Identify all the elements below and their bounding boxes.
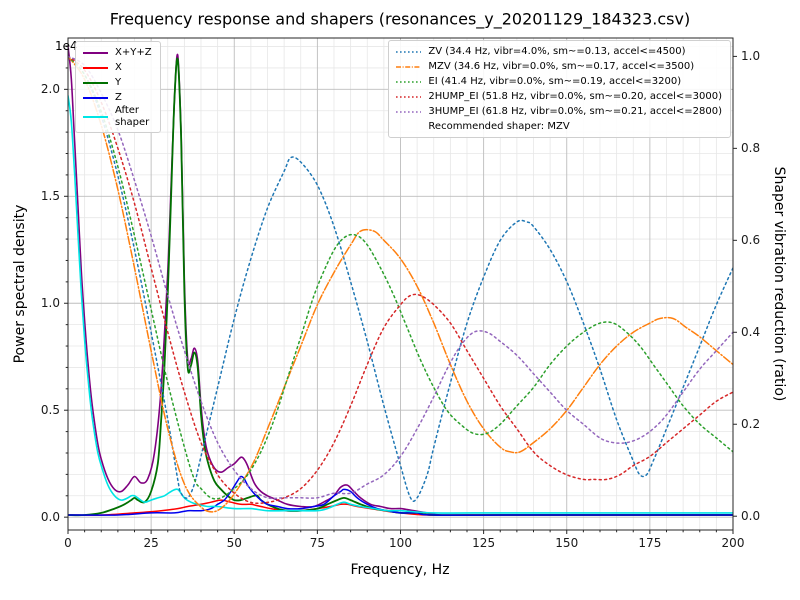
y-left-tick-label: 1.0	[40, 296, 60, 311]
legend-swatch	[83, 51, 108, 54]
legend-item-label: ZV (34.4 Hz, vibr=4.0%, sm~=0.13, accel<…	[428, 45, 686, 57]
shaper-legend: ZV (34.4 Hz, vibr=4.0%, sm~=0.13, accel<…	[388, 40, 731, 138]
legend-swatch	[83, 66, 108, 69]
legend-item-label: 2HUMP_EI (51.8 Hz, vibr=0.0%, sm~=0.20, …	[428, 90, 722, 102]
y-right-tick-label: 0.0	[741, 509, 761, 524]
x-tick-label: 150	[555, 536, 579, 550]
y-right-tick-label: 0.6	[741, 233, 761, 248]
tick-marks	[64, 46, 737, 534]
legend-swatch	[396, 65, 422, 68]
series-EI	[68, 55, 733, 500]
x-tick-label: 125	[472, 536, 496, 550]
legend-item: 3HUMP_EI (61.8 Hz, vibr=0.0%, sm~=0.21, …	[395, 104, 722, 119]
x-tick-label: 50	[226, 536, 242, 550]
y-left-tick-label: 0.0	[40, 510, 60, 525]
legend-item-label: EI (41.4 Hz, vibr=0.0%, sm~=0.19, accel<…	[428, 75, 682, 87]
series-X+Y+Z	[68, 45, 733, 516]
x-tick-label: 200	[721, 536, 745, 550]
legend-item: 2HUMP_EI (51.8 Hz, vibr=0.0%, sm~=0.20, …	[395, 89, 722, 104]
legend-swatch	[396, 110, 422, 113]
x-tick-label: 100	[389, 536, 412, 550]
y-axis-label-right: Shaper vibration reduction (ratio)	[771, 166, 787, 402]
y-right-tick-label: 0.8	[741, 141, 761, 156]
x-tick-label: 175	[638, 536, 662, 550]
legend-item: X+Y+Z	[82, 45, 152, 60]
legend-item: X	[82, 60, 152, 75]
series-Y	[68, 57, 733, 517]
y-axis-label-left: Power spectral density	[12, 204, 28, 364]
legend-item-label: Z	[115, 91, 122, 103]
y-left-tick-label: 2.0	[40, 82, 60, 97]
legend-item-label: MZV (34.6 Hz, vibr=0.0%, sm~=0.17, accel…	[428, 60, 695, 72]
series-3HUMP_EI	[68, 55, 733, 500]
legend-item: Z	[82, 90, 152, 105]
y-right-tick-label: 0.4	[741, 325, 761, 340]
legend-item-label: After shaper	[115, 105, 150, 128]
y-right-tick-label: 1.0	[741, 49, 761, 64]
legend-swatch	[396, 80, 422, 83]
legend-item: Recommended shaper: MZV	[395, 119, 722, 134]
x-tick-label: 75	[309, 536, 326, 550]
legend-item-label: Recommended shaper: MZV	[428, 120, 570, 132]
series-2HUMP_EI	[68, 55, 733, 505]
legend-swatch	[396, 50, 422, 53]
legend-item-label: X	[115, 61, 122, 73]
legend-item: EI (41.4 Hz, vibr=0.0%, sm~=0.19, accel<…	[395, 74, 722, 89]
legend-item: MZV (34.6 Hz, vibr=0.0%, sm~=0.17, accel…	[395, 59, 722, 74]
legend-swatch	[396, 95, 422, 98]
legend-item: ZV (34.4 Hz, vibr=4.0%, sm~=0.13, accel<…	[395, 44, 722, 59]
legend-item-label: X+Y+Z	[115, 46, 152, 58]
legend-swatch	[83, 81, 108, 84]
series-MZV	[68, 55, 733, 513]
legend-item: After shaper	[82, 105, 152, 129]
y-left-tick-label: 1.5	[40, 189, 60, 204]
x-tick-label: 0	[64, 536, 72, 550]
series-ZV	[68, 55, 733, 502]
legend-item-label: Y	[115, 76, 122, 88]
legend-item: Y	[82, 75, 152, 90]
y-left-tick-label: 0.5	[40, 403, 60, 418]
x-axis-label: Frequency, Hz	[350, 562, 450, 578]
y-axis-multiplier: 1e4	[55, 39, 78, 53]
y-right-tick-label: 0.2	[741, 417, 761, 432]
legend-swatch	[83, 116, 108, 118]
psd-legend: X+Y+Z X Y Z After shaper	[75, 41, 161, 133]
legend-swatch	[83, 96, 108, 99]
x-tick-label: 25	[143, 536, 159, 550]
chart-title: Frequency response and shapers (resonanc…	[109, 9, 691, 29]
legend-item-label: 3HUMP_EI (61.8 Hz, vibr=0.0%, sm~=0.21, …	[428, 105, 722, 117]
